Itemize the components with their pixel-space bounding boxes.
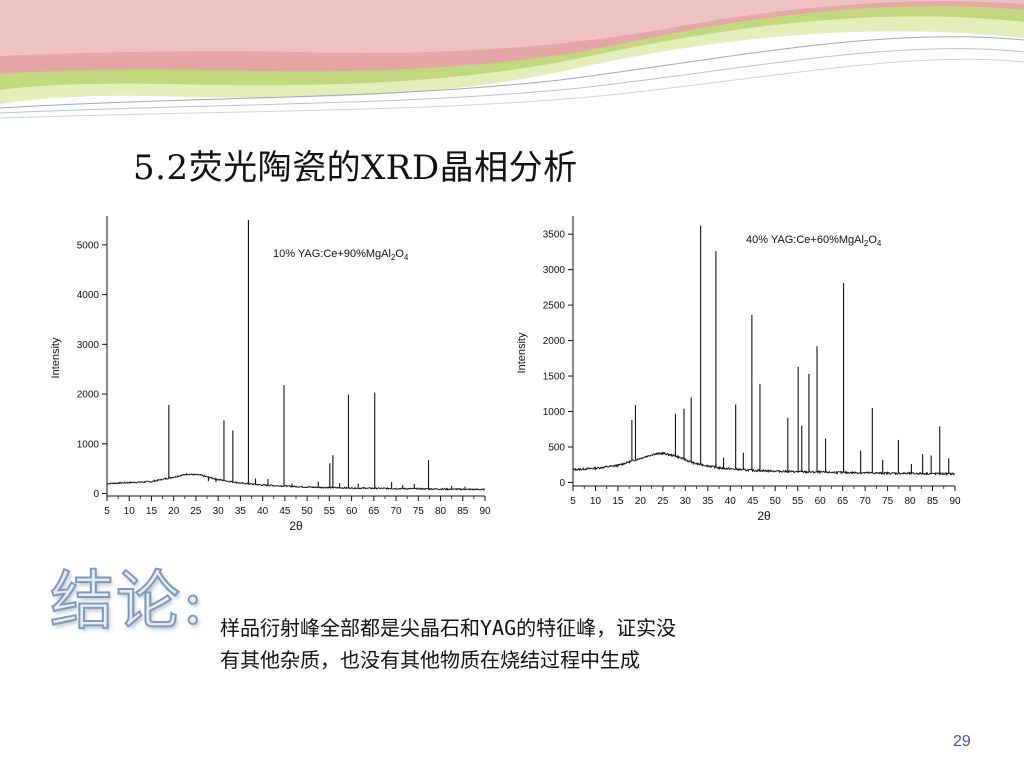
x-tick-label: 75 xyxy=(413,506,425,517)
y-tick-label: 5000 xyxy=(77,240,100,251)
x-tick-label: 5 xyxy=(104,506,110,517)
x-tick-label: 85 xyxy=(927,496,939,507)
x-tick-label: 90 xyxy=(949,496,961,507)
header-line-3 xyxy=(0,58,1024,119)
y-tick-label: 1000 xyxy=(77,439,100,450)
xrd-chart-40-yag: 5 10 15 20 25 30 35 40 45 50 55 60 65 70 75 80 85 90 0 500 1… xyxy=(510,215,970,540)
x-tick-label: 35 xyxy=(702,496,714,507)
header-line-1 xyxy=(0,36,1024,109)
y-tick-label: 0 xyxy=(93,489,99,500)
y-axis-label: Intensity xyxy=(516,332,528,373)
x-tick-label: 90 xyxy=(479,506,491,517)
x-tick-label: 70 xyxy=(860,496,872,507)
x-tick-label: 55 xyxy=(792,496,804,507)
x-tick-label: 10 xyxy=(124,506,136,517)
x-tick-label: 85 xyxy=(457,506,469,517)
conclusion-text: 样品衍射峰全部都是尖晶石和YAG的特征峰，证实没 有其他杂质，也没有其他物质在烧… xyxy=(220,612,880,676)
conclusion-line-1: 样品衍射峰全部都是尖晶石和YAG的特征峰，证实没 xyxy=(220,616,677,640)
y-tick-label: 500 xyxy=(548,442,565,453)
y-tick-label: 3000 xyxy=(77,340,100,351)
x-tick-label: 30 xyxy=(680,496,692,507)
y-tick-label: 4000 xyxy=(77,290,100,301)
x-tick-label: 50 xyxy=(302,506,314,517)
y-tick-label: 3000 xyxy=(543,265,566,276)
x-tick-label: 45 xyxy=(279,506,291,517)
diffraction-baseline xyxy=(572,451,955,477)
conclusion-line-2: 有其他杂质，也没有其他物质在烧结过程中生成 xyxy=(220,648,640,672)
y-tick-label: 0 xyxy=(559,478,565,489)
y-tick-label: 2500 xyxy=(543,301,566,312)
chart-annotation: 10% YAG:Ce+90%MgAl2O4 xyxy=(273,248,409,262)
y-tick-label: 1500 xyxy=(543,372,566,383)
x-tick-label: 75 xyxy=(882,496,894,507)
x-tick-label: 20 xyxy=(635,496,647,507)
x-tick-label: 40 xyxy=(725,496,737,507)
x-tick-label: 45 xyxy=(747,496,759,507)
x-tick-label: 55 xyxy=(324,506,336,517)
chart-annotation: 40% YAG:Ce+60%MgAl2O4 xyxy=(746,234,882,248)
x-tick-label: 60 xyxy=(815,496,827,507)
x-tick-label: 25 xyxy=(190,506,202,517)
y-axis-label: Intensity xyxy=(50,337,62,378)
y-tick-label: 1000 xyxy=(543,407,566,418)
y-tick-label: 2000 xyxy=(77,390,100,401)
diffraction-baseline xyxy=(106,472,485,492)
x-tick-label: 65 xyxy=(368,506,380,517)
header-wave-decoration xyxy=(0,0,1024,119)
header-line-2 xyxy=(0,48,1024,114)
x-tick-label: 80 xyxy=(904,496,916,507)
x-tick-label: 65 xyxy=(837,496,849,507)
xrd-chart-10-yag-svg: 5 10 15 20 25 30 35 40 45 50 55 60 65 70 75 80 85 90 0 1000… xyxy=(50,216,491,533)
x-tick-label: 15 xyxy=(612,496,624,507)
x-axis-label: 2θ xyxy=(289,519,303,533)
x-tick-label: 70 xyxy=(390,506,402,517)
x-axis-label: 2θ xyxy=(757,509,771,523)
y-tick-label: 2000 xyxy=(543,336,566,347)
x-tick-label: 25 xyxy=(657,496,669,507)
x-tick-label: 5 xyxy=(570,496,576,507)
x-tick-label: 30 xyxy=(213,506,225,517)
x-tick-label: 80 xyxy=(435,506,447,517)
xrd-chart-40-yag-svg: 5 10 15 20 25 30 35 40 45 50 55 60 65 70 75 80 85 90 0 500 1… xyxy=(516,216,961,523)
x-tick-label: 35 xyxy=(235,506,247,517)
x-tick-label: 15 xyxy=(146,506,158,517)
conclusion-heading: 结论: xyxy=(49,564,206,640)
x-tick-label: 40 xyxy=(257,506,269,517)
x-tick-label: 20 xyxy=(168,506,180,517)
x-tick-label: 10 xyxy=(590,496,602,507)
slide-title: 5.2荧光陶瓷的XRD晶相分析 xyxy=(133,148,578,188)
header-wave-highlight xyxy=(0,0,1024,56)
page-number: 29 xyxy=(953,733,971,750)
x-tick-label: 50 xyxy=(770,496,782,507)
x-tick-label: 60 xyxy=(346,506,358,517)
y-tick-label: 3500 xyxy=(543,230,566,241)
xrd-chart-10-yag: 5 10 15 20 25 30 35 40 45 50 55 60 65 70 75 80 85 90 0 1000… xyxy=(40,215,495,540)
